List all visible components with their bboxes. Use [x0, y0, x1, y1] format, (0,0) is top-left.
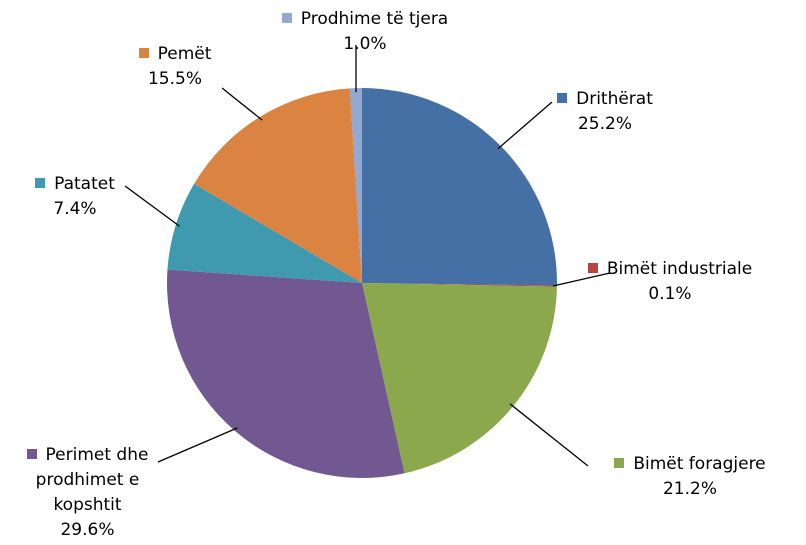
category-text: Perimet dhe prodhimet e kopshtit [35, 445, 149, 515]
leader-line [221, 87, 263, 121]
category-label: Bimët foragjere [585, 452, 795, 477]
category-text: Bimët foragjere [633, 454, 766, 474]
category-label: Perimet dhe prodhimet e kopshtit [0, 443, 175, 518]
data-label: Pemët 15.5% [120, 42, 230, 92]
leader-line [509, 403, 589, 467]
data-label: Bimët foragjere 21.2% [585, 452, 795, 502]
pie-slice [362, 88, 557, 286]
category-label: Bimët industriale [585, 257, 755, 282]
pie-slice [349, 88, 362, 283]
leader-line [552, 272, 611, 287]
leader-line [157, 427, 238, 463]
pie-slice [362, 283, 557, 287]
category-label: Pemët [120, 42, 230, 67]
category-text: Drithërat [576, 89, 653, 109]
leader-line [124, 185, 181, 227]
pie-slice [166, 269, 405, 478]
data-label: Bimët industriale 0.1% [585, 257, 755, 307]
data-label: Prodhime të tjera 1.0% [255, 7, 475, 57]
category-text: Pemët [157, 44, 212, 64]
category-label: Drithërat [535, 87, 675, 112]
value-label: 0.1% [648, 284, 692, 304]
legend-swatch [281, 13, 292, 23]
category-text: Bimët industriale [606, 259, 753, 279]
data-label: Patatet 7.4% [20, 172, 130, 222]
value-label: 15.5% [147, 69, 202, 89]
pie-slice [194, 88, 362, 283]
value-label: 1.0% [343, 34, 387, 54]
value-label: 25.2% [577, 114, 632, 134]
pie-slice [362, 283, 557, 474]
category-text: Prodhime të tjera [300, 9, 449, 29]
value-label: 7.4% [53, 199, 97, 219]
legend-swatch [138, 48, 149, 58]
category-text: Patatet [54, 174, 115, 194]
legend-swatch [587, 263, 598, 273]
value-label: 29.6% [60, 520, 115, 540]
legend-swatch [35, 178, 46, 188]
data-label: Perimet dhe prodhimet e kopshtit 29.6% [0, 443, 175, 543]
legend-swatch [614, 458, 625, 468]
pie-slice [167, 183, 362, 283]
leader-line [497, 101, 553, 150]
category-label: Prodhime të tjera [255, 7, 475, 32]
value-label: 21.2% [662, 479, 717, 499]
category-label: Patatet [20, 172, 130, 197]
legend-swatch [557, 93, 568, 103]
data-label: Drithërat 25.2% [535, 87, 675, 137]
legend-swatch [26, 449, 37, 459]
